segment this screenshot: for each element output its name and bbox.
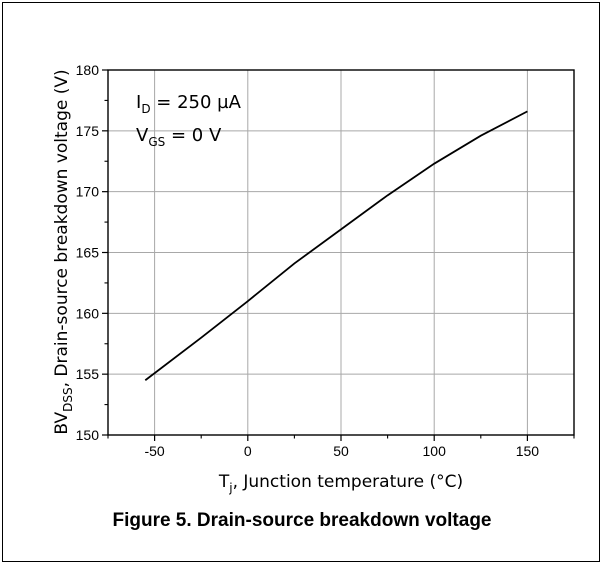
figure-caption: Figure 5. Drain-source breakdown voltage bbox=[112, 510, 492, 531]
x-axis-title: Tj, Junction temperature (°C) bbox=[218, 472, 463, 495]
x-tick-label: 150 bbox=[516, 443, 540, 459]
x-tick-label: 50 bbox=[333, 443, 349, 459]
y-axis-title: BVDSS, Drain-source breakdown voltage (V… bbox=[52, 69, 75, 434]
y-tick-labels: 150 155 160 165 170 175 180 bbox=[76, 62, 100, 443]
x-tick-label: 100 bbox=[423, 443, 447, 459]
y-tick-label: 180 bbox=[76, 62, 100, 78]
x-tick-labels: -50 0 50 100 150 bbox=[144, 443, 539, 459]
annotation-id: ID = 250 µA bbox=[136, 92, 242, 116]
series-line bbox=[144, 110, 528, 381]
breakdown-voltage-chart: -50 0 50 100 150 150 155 160 165 170 175 180 ID = … bbox=[52, 62, 575, 495]
y-tick-label: 155 bbox=[76, 366, 100, 382]
y-tick-label: 160 bbox=[76, 305, 100, 321]
x-tick-label: -50 bbox=[144, 443, 164, 459]
y-tick-label: 175 bbox=[76, 123, 100, 139]
y-tick-label: 150 bbox=[76, 427, 100, 443]
annotation-vgs: VGS = 0 V bbox=[136, 125, 222, 149]
x-tick-label: 0 bbox=[244, 443, 252, 459]
y-tick-label: 165 bbox=[76, 245, 100, 261]
y-tick-label: 170 bbox=[76, 184, 100, 200]
tick-marks bbox=[102, 69, 575, 441]
